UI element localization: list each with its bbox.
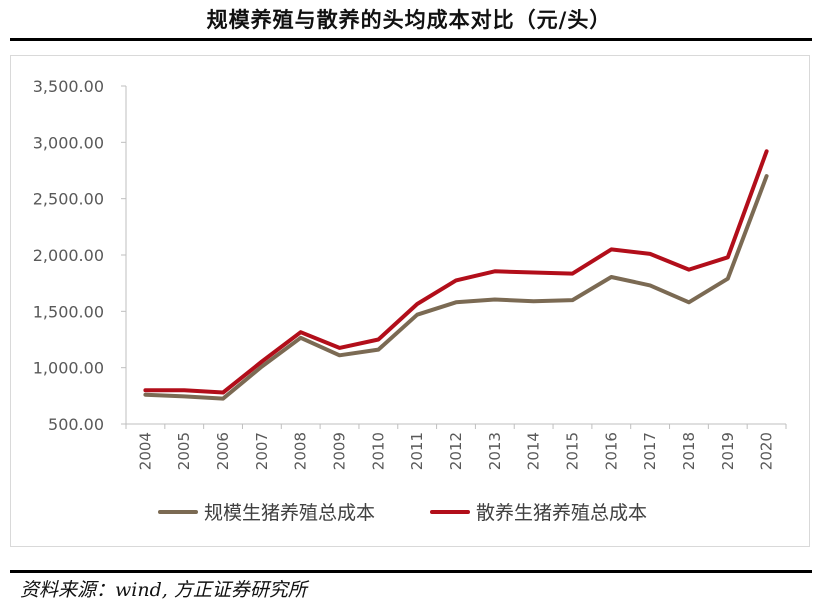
x-tick-label: 2015 bbox=[563, 432, 581, 470]
y-axis-ticks: 500.00 1,000.00 1,500.00 2,000.00 2,500.00 3,… bbox=[33, 77, 126, 434]
y-tick-label: 500.00 bbox=[48, 415, 104, 434]
source-note: 资料来源：wind, 方正证券研究所 bbox=[20, 579, 307, 601]
y-tick-label: 2,000.00 bbox=[33, 246, 104, 265]
y-tick-label: 1,000.00 bbox=[33, 359, 104, 378]
x-tick-label: 2008 bbox=[292, 432, 310, 470]
series-lines bbox=[143, 149, 769, 401]
y-tick-label: 2,500.00 bbox=[33, 190, 104, 209]
x-tick-label: 2010 bbox=[369, 432, 387, 470]
x-tick-label: 2007 bbox=[253, 432, 271, 470]
legend: 规模生猪养殖总成本 散养生猪养殖总成本 bbox=[158, 502, 647, 524]
x-tick-label: 2004 bbox=[136, 432, 154, 470]
x-tick-label: 2005 bbox=[175, 432, 193, 470]
x-tick-label: 2020 bbox=[758, 432, 776, 470]
y-tick-label: 3,500.00 bbox=[33, 77, 104, 96]
x-tick-label: 2016 bbox=[602, 432, 620, 470]
legend-label-1: 规模生猪养殖总成本 bbox=[204, 502, 375, 524]
y-tick-label: 3,000.00 bbox=[33, 133, 104, 152]
x-tick-label: 2009 bbox=[331, 432, 349, 470]
bottom-rule bbox=[10, 570, 812, 573]
x-tick-label: 2018 bbox=[680, 432, 698, 470]
chart-title: 规模养殖与散养的头均成本对比（元/头） bbox=[206, 7, 612, 32]
x-tick-label: 2019 bbox=[719, 432, 737, 470]
x-tick-label: 2017 bbox=[641, 432, 659, 470]
x-tick-label: 2011 bbox=[408, 432, 426, 470]
series-line-1 bbox=[143, 174, 769, 401]
series-line-2 bbox=[143, 149, 769, 395]
top-rule bbox=[10, 38, 812, 41]
y-tick-label: 1,500.00 bbox=[33, 302, 104, 321]
x-axis-ticks: 2004 2005 2006 2007 2008 2009 2010 2011 2012 2013… bbox=[125, 424, 787, 470]
x-tick-label: 2014 bbox=[525, 432, 543, 470]
x-tick-label: 2013 bbox=[486, 432, 504, 470]
chart-frame bbox=[10, 55, 810, 547]
x-tick-label: 2006 bbox=[214, 432, 232, 470]
legend-label-2: 散养生猪养殖总成本 bbox=[476, 502, 647, 524]
x-tick-label: 2012 bbox=[447, 432, 465, 470]
axes bbox=[125, 86, 786, 425]
